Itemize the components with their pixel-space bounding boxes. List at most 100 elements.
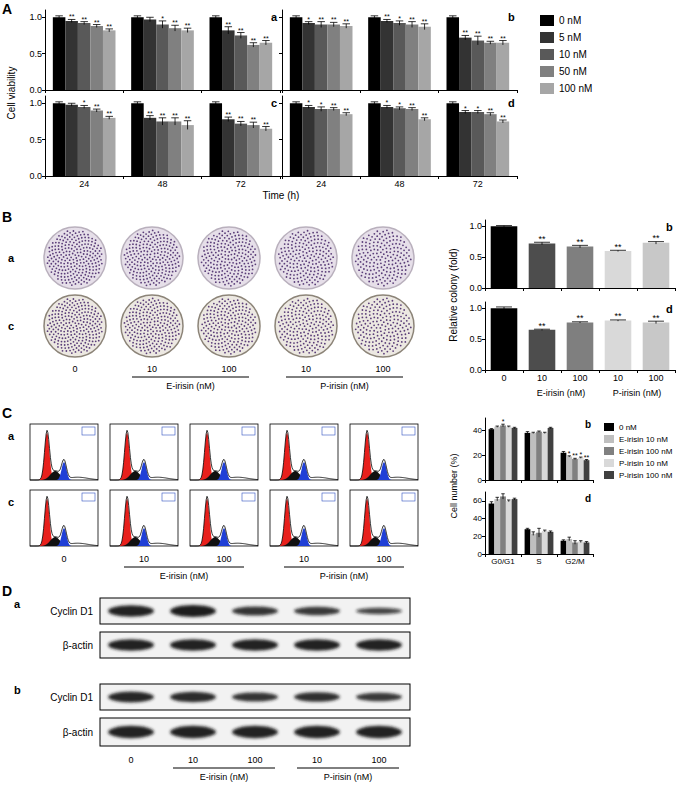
svg-text:E-irisin (nM): E-irisin (nM) — [200, 772, 249, 782]
svg-text:**: ** — [344, 18, 350, 25]
svg-text:E-irisin (nM): E-irisin (nM) — [537, 388, 586, 398]
svg-text:10: 10 — [301, 364, 311, 374]
svg-text:20: 20 — [473, 451, 482, 460]
svg-text:Cyclin D1: Cyclin D1 — [50, 692, 93, 703]
svg-text:B: B — [2, 209, 12, 225]
svg-text:**: ** — [488, 35, 494, 42]
svg-text:40: 40 — [473, 426, 482, 435]
svg-text:P-irisin 100 nM: P-irisin 100 nM — [619, 471, 673, 480]
svg-text:**: ** — [344, 107, 350, 114]
svg-text:1.0: 1.0 — [469, 303, 482, 313]
svg-text:0.5: 0.5 — [29, 49, 42, 59]
svg-text:1.0: 1.0 — [29, 12, 42, 22]
svg-text:**: ** — [614, 311, 622, 321]
svg-text:a: a — [14, 598, 21, 610]
svg-text:c: c — [8, 320, 14, 332]
svg-text:0: 0 — [61, 554, 66, 564]
svg-text:**: ** — [81, 16, 87, 23]
svg-text:G2/M: G2/M — [565, 557, 585, 566]
svg-text:*: * — [476, 105, 479, 112]
svg-text:10: 10 — [613, 373, 623, 383]
svg-text:0.0: 0.0 — [469, 283, 482, 293]
svg-text:**: ** — [500, 114, 506, 121]
svg-text:72: 72 — [473, 179, 483, 189]
svg-text:**: ** — [331, 102, 337, 109]
svg-text:*: * — [307, 99, 310, 106]
svg-text:d: d — [585, 493, 591, 504]
svg-text:*: * — [464, 105, 467, 112]
svg-text:100: 100 — [648, 373, 663, 383]
svg-text:G0/G1: G0/G1 — [491, 557, 515, 566]
svg-text:0: 0 — [128, 755, 133, 765]
svg-text:Cell number (%): Cell number (%) — [449, 453, 459, 518]
svg-text:**: ** — [584, 454, 590, 461]
svg-text:P-irisin 10 nM: P-irisin 10 nM — [619, 459, 668, 468]
svg-text:**: ** — [500, 35, 506, 42]
svg-text:A: A — [2, 1, 12, 17]
svg-text:a: a — [271, 11, 278, 23]
svg-text:10: 10 — [147, 364, 157, 374]
svg-text:b: b — [508, 11, 515, 23]
svg-text:d: d — [508, 97, 515, 109]
svg-text:**: ** — [409, 16, 415, 23]
svg-text:*: * — [307, 16, 310, 23]
svg-text:10: 10 — [537, 373, 547, 383]
svg-text:E-irisin 100 nM: E-irisin 100 nM — [619, 447, 673, 456]
svg-text:100: 100 — [572, 373, 587, 383]
svg-text:0.0: 0.0 — [29, 85, 42, 95]
svg-text:**: ** — [94, 103, 100, 110]
svg-text:**: ** — [488, 107, 494, 114]
svg-text:0 nM: 0 nM — [619, 423, 637, 432]
svg-text:Time (h): Time (h) — [263, 190, 300, 201]
svg-text:0.0: 0.0 — [469, 365, 482, 375]
svg-text:Relative colony (fold): Relative colony (fold) — [448, 248, 459, 341]
svg-text:100: 100 — [371, 755, 386, 765]
svg-text:10: 10 — [299, 554, 309, 564]
svg-text:**: ** — [238, 115, 244, 122]
svg-text:**: ** — [172, 112, 178, 119]
svg-text:c: c — [8, 496, 14, 508]
svg-text:**: ** — [172, 19, 178, 26]
svg-text:**: ** — [263, 35, 269, 42]
svg-text:0.5: 0.5 — [469, 334, 482, 344]
svg-text:**: ** — [576, 313, 584, 323]
svg-text:**: ** — [185, 115, 191, 122]
svg-text:**: ** — [538, 234, 546, 244]
svg-text:**: ** — [107, 23, 113, 30]
svg-text:*: * — [83, 99, 86, 106]
svg-text:Cyclin D1: Cyclin D1 — [50, 606, 93, 617]
svg-text:**: ** — [331, 16, 337, 23]
svg-text:**: ** — [614, 242, 622, 252]
svg-text:*: * — [398, 101, 401, 108]
svg-text:D: D — [2, 583, 12, 599]
svg-text:*: * — [398, 15, 401, 22]
svg-text:0.5: 0.5 — [469, 252, 482, 262]
svg-text:β-actin: β-actin — [63, 727, 93, 738]
svg-text:48: 48 — [394, 179, 404, 189]
svg-text:**: ** — [107, 110, 113, 117]
svg-text:60: 60 — [473, 496, 482, 505]
svg-text:40: 40 — [473, 514, 482, 523]
svg-text:**: ** — [572, 452, 578, 459]
svg-text:0: 0 — [501, 373, 506, 383]
svg-text:**: ** — [652, 313, 660, 323]
svg-text:50 nM: 50 nM — [559, 66, 587, 77]
svg-text:0.5: 0.5 — [29, 135, 42, 145]
svg-text:0.0: 0.0 — [29, 171, 42, 181]
svg-text:0: 0 — [478, 550, 483, 559]
svg-text:10: 10 — [312, 755, 322, 765]
svg-text:**: ** — [422, 18, 428, 25]
svg-text:0 nM: 0 nM — [559, 15, 581, 26]
svg-text:100: 100 — [375, 364, 390, 374]
svg-text:b: b — [585, 419, 591, 430]
svg-text:β-actin: β-actin — [63, 640, 93, 651]
svg-text:P-irisin (nM): P-irisin (nM) — [320, 381, 369, 391]
svg-text:E-irisin 10 nM: E-irisin 10 nM — [619, 435, 668, 444]
svg-text:E-irisin (nM): E-irisin (nM) — [160, 571, 209, 581]
svg-text:**: ** — [463, 29, 469, 36]
svg-text:**: ** — [147, 110, 153, 117]
svg-text:P-irisin (nM): P-irisin (nM) — [613, 388, 662, 398]
svg-text:**: ** — [384, 13, 390, 20]
svg-text:0: 0 — [478, 476, 483, 485]
svg-text:**: ** — [538, 321, 546, 331]
